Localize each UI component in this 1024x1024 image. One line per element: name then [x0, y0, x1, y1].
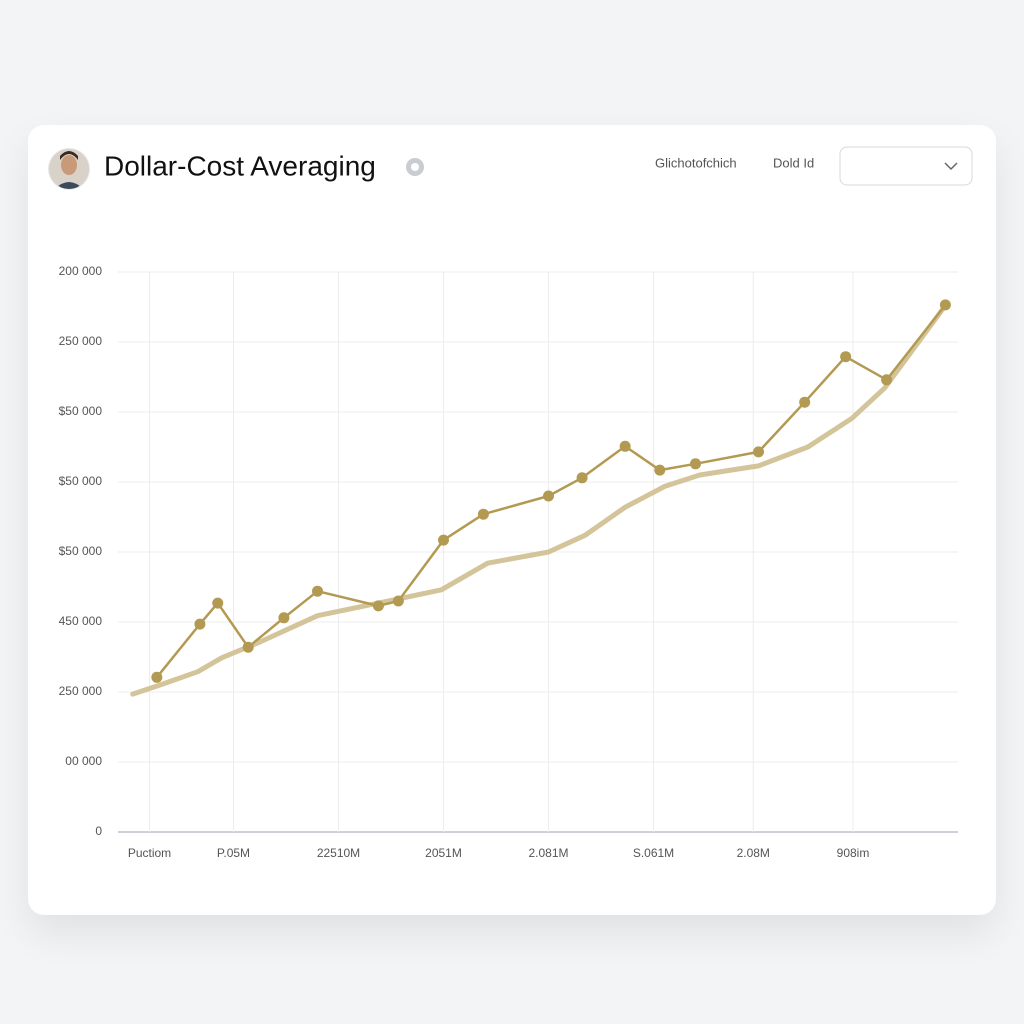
y-tick-label: 200 000 [59, 264, 103, 278]
x-tick-label: 2.08M [737, 846, 770, 860]
point [242, 641, 254, 653]
point [543, 490, 554, 502]
info-icon-dot [411, 163, 419, 171]
point [372, 600, 384, 612]
y-tick-label: 00 000 [65, 754, 102, 768]
x-tick-label: 908im [837, 846, 870, 860]
dropdown-chevron [944, 162, 958, 171]
x-tick-label: Puctiom [128, 846, 171, 860]
header-link[interactable]: Dold Id [773, 155, 814, 170]
title: Dollar-Cost Averaging [104, 150, 376, 181]
y-tick-label: 450 000 [59, 614, 103, 628]
x-tick-label: 22510M [317, 846, 360, 860]
dropdown[interactable] [839, 146, 973, 186]
point [212, 597, 224, 609]
point [840, 351, 852, 363]
point [881, 374, 893, 386]
point [753, 446, 764, 458]
avatar-image [49, 149, 89, 189]
point [799, 396, 811, 408]
x-tick-label: 2051M [425, 846, 462, 860]
point [278, 612, 290, 624]
point [194, 618, 206, 630]
y-tick-label: $50 000 [59, 544, 103, 558]
point [939, 299, 951, 311]
y-tick-label: $50 000 [59, 404, 103, 418]
header-link[interactable]: Glichotofchich [655, 155, 737, 170]
point [438, 534, 449, 546]
point [690, 458, 701, 470]
x-tick-label: P.05M [217, 846, 250, 860]
series-line [155, 303, 947, 679]
point [619, 440, 631, 452]
y-tick-label: 250 000 [59, 684, 103, 698]
y-tick-label: 250 000 [59, 334, 103, 348]
point [477, 508, 489, 520]
y-tick-label: 0 [95, 824, 102, 838]
point [151, 671, 163, 683]
series-line [130, 307, 945, 697]
point [576, 472, 588, 484]
point [654, 464, 666, 476]
point [312, 585, 323, 597]
x-tick-label: 2.081M [528, 846, 568, 860]
card [28, 125, 996, 915]
point [392, 595, 404, 607]
x-tick-label: S.061M [633, 846, 674, 860]
y-tick-label: $50 000 [59, 474, 103, 488]
